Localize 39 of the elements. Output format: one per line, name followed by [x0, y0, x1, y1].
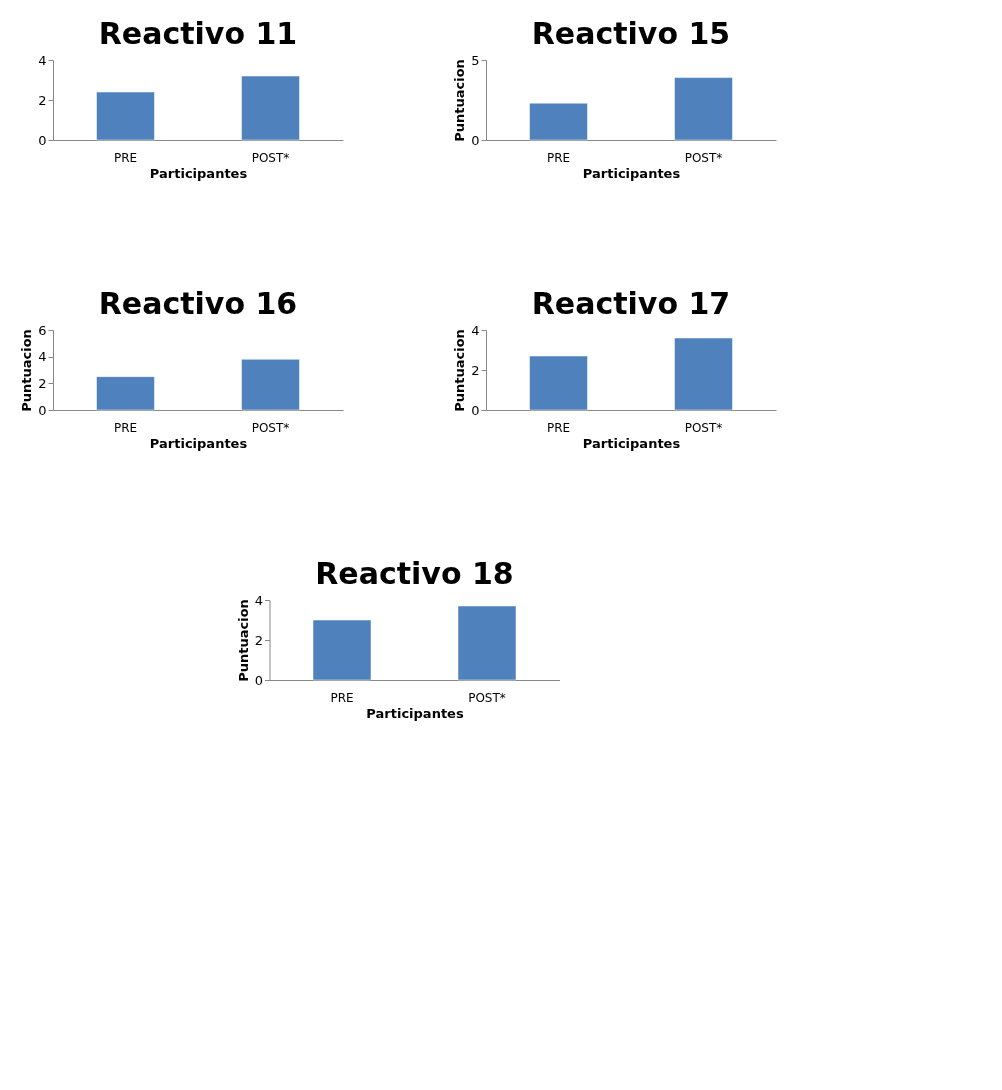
x-axis-title: Participantes [366, 705, 464, 721]
x-tick-label: POST* [684, 150, 723, 165]
x-tick-label: POST* [251, 150, 290, 165]
y-tick-label: 0 [38, 402, 47, 418]
x-tick-label: PRE [546, 420, 571, 435]
y-tick-label: 0 [38, 132, 47, 148]
x-tick-label: POST* [684, 420, 723, 435]
y-tick-label: 2 [254, 632, 263, 648]
x-tick-label: POST* [468, 690, 506, 705]
y-tick-label: 5 [471, 52, 480, 68]
y-tick-label: 0 [254, 672, 263, 688]
y-axis-title: Puntuacion [235, 599, 251, 682]
x-axis-title: Participantes [149, 435, 248, 451]
x-tick-label: PRE [113, 420, 138, 435]
y-axis-title: Puntuacion [452, 329, 468, 412]
y-tick-label: 0 [471, 402, 480, 418]
y-tick-label: 4 [38, 349, 47, 365]
y-tick-label: 4 [471, 322, 480, 338]
y-tick-label: 4 [254, 592, 263, 608]
chart-title: Reactivo 17 [531, 286, 731, 321]
chart-title: Reactivo 15 [531, 16, 731, 51]
y-tick-label: 2 [38, 92, 47, 108]
y-tick-label: 4 [38, 52, 47, 68]
x-tick-label: POST* [251, 420, 290, 435]
chart-title: Reactivo 16 [98, 286, 298, 321]
y-tick-label: 2 [38, 375, 47, 391]
x-tick-label: PRE [546, 150, 571, 165]
y-tick-label: 2 [471, 362, 480, 378]
x-tick-label: PRE [113, 150, 138, 165]
x-axis-title: Participantes [582, 165, 681, 181]
y-tick-label: 0 [471, 132, 480, 148]
x-axis-title: Participantes [582, 435, 681, 451]
x-axis-title: Participantes [149, 165, 248, 181]
chart-title: Reactivo 18 [315, 556, 514, 591]
chart-title: Reactivo 11 [98, 16, 298, 51]
y-axis-title: Puntuacion [19, 329, 35, 412]
y-axis-title: Puntuacion [452, 59, 468, 142]
y-tick-label: 6 [38, 322, 47, 338]
x-tick-label: PRE [330, 690, 354, 705]
